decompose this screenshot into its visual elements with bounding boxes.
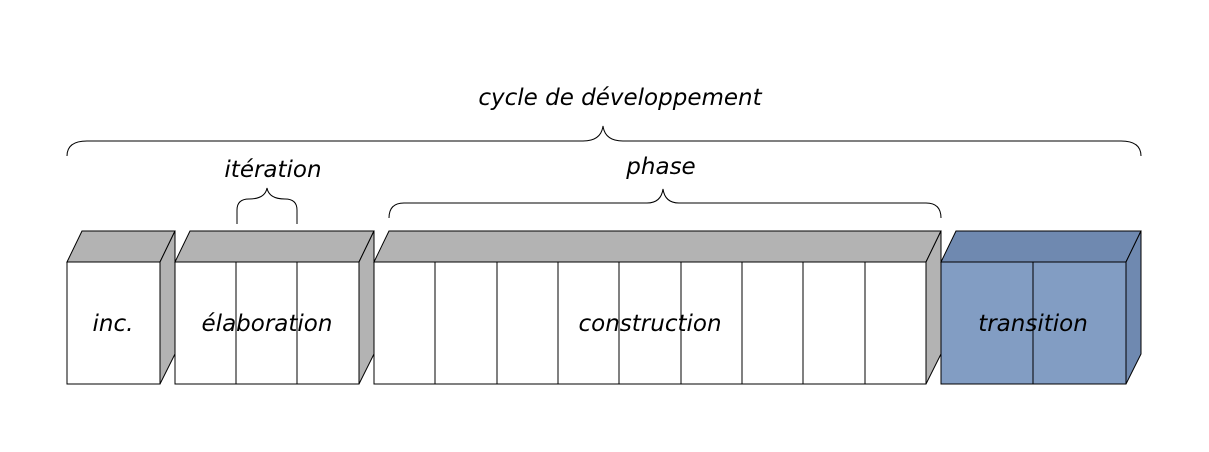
phase-label: phase — [625, 154, 695, 180]
inception-label: inc. — [93, 311, 134, 337]
elaboration-top-face — [174, 230, 375, 263]
inception-top-face — [66, 230, 176, 263]
inception-front-face — [66, 261, 161, 385]
construction-front-face — [373, 261, 927, 385]
construction-top-face — [373, 230, 942, 263]
phase-block-transition: transition — [940, 230, 1142, 385]
phase-block-construction: construction — [373, 230, 942, 385]
elaboration-front-face — [174, 261, 360, 385]
iteration-brace — [236, 187, 298, 224]
phase-brace — [388, 188, 942, 219]
iteration-label: itération — [224, 157, 321, 183]
phase-block-inception: inc. — [66, 230, 176, 385]
cycle-brace — [66, 125, 1142, 157]
cycle-label: cycle de développement — [478, 85, 762, 111]
construction-label: construction — [578, 311, 721, 337]
elaboration-label: élaboration — [202, 311, 333, 337]
transition-label: transition — [978, 311, 1088, 337]
phase-block-elaboration: élaboration — [174, 230, 375, 385]
transition-top-face — [940, 230, 1142, 263]
